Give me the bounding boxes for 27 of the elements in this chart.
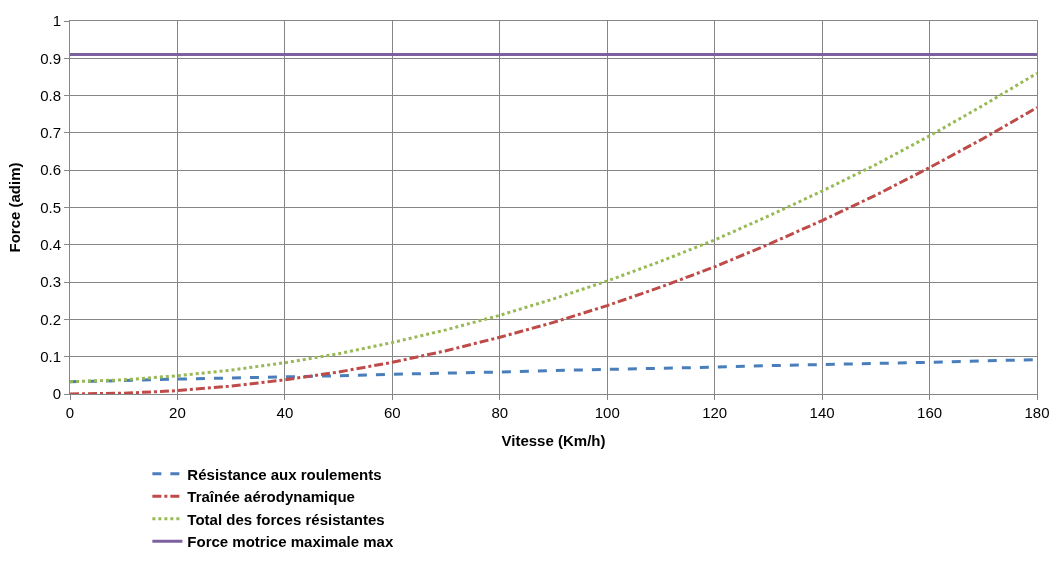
x-tick-label: 40 bbox=[276, 404, 294, 421]
y-axis-title: Force (adim) bbox=[6, 162, 24, 253]
y-tick-label: 0.4 bbox=[40, 236, 61, 254]
x-axis-title: Vitesse (Km/h) bbox=[501, 432, 606, 449]
legend-label: Traînée aérodynamique bbox=[187, 488, 355, 506]
x-tick-label: 160 bbox=[917, 404, 943, 421]
y-tick-label: 0.3 bbox=[40, 273, 61, 291]
y-tick-label: 1 bbox=[52, 12, 61, 30]
y-tick-label: 0.9 bbox=[40, 49, 61, 67]
x-tick-label: 0 bbox=[65, 404, 75, 421]
y-tick-label: 0.2 bbox=[40, 310, 61, 328]
x-tick-label: 120 bbox=[702, 404, 728, 421]
x-tick-label: 60 bbox=[383, 404, 401, 421]
x-tick-label: 80 bbox=[491, 404, 509, 421]
legend-label: Résistance aux roulements bbox=[187, 465, 382, 483]
y-tick-label: 0 bbox=[52, 385, 61, 403]
x-tick-label: 100 bbox=[594, 404, 620, 421]
x-tick-label: 140 bbox=[809, 404, 835, 421]
y-tick-label: 0.1 bbox=[40, 347, 61, 365]
y-tick-label: 0.5 bbox=[40, 198, 61, 216]
y-tick-label: 0.8 bbox=[40, 86, 61, 104]
legend-label: Total des forces résistantes bbox=[187, 510, 385, 528]
y-tick-label: 0.7 bbox=[40, 124, 61, 142]
legend-label: Force motrice maximale max bbox=[187, 533, 394, 551]
y-tick-label: 0.6 bbox=[40, 161, 61, 179]
x-tick-label: 180 bbox=[1024, 404, 1050, 421]
x-tick-label: 20 bbox=[169, 404, 186, 421]
